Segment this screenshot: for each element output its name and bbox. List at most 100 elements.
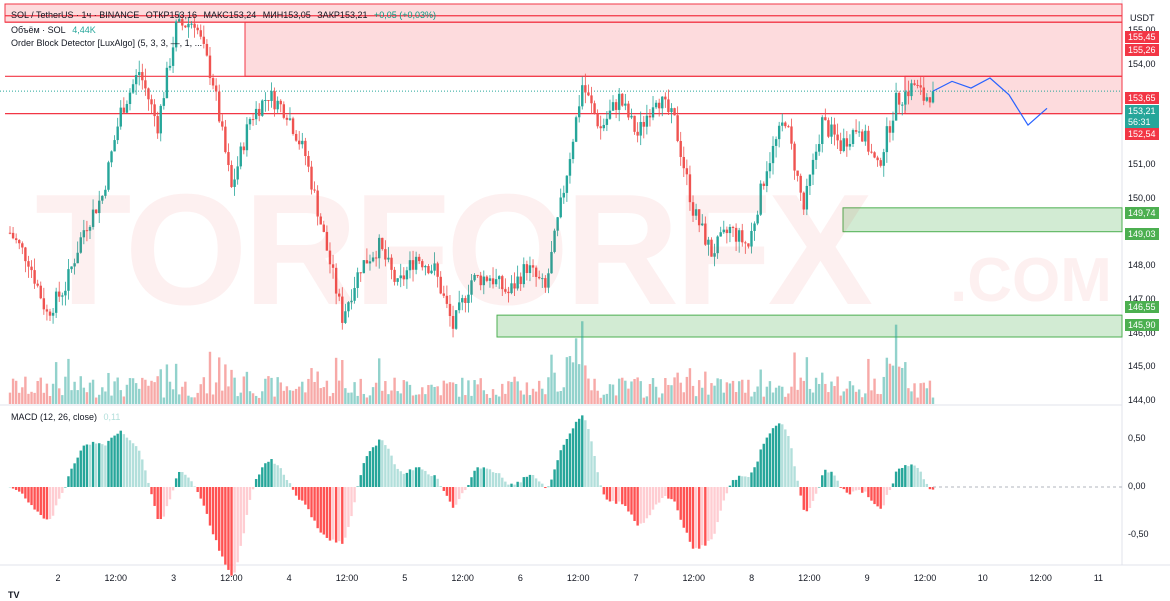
candle-body: [504, 289, 507, 292]
macd-histogram-bar: [802, 487, 805, 510]
candle-body: [165, 67, 169, 99]
price-tick: 146,00: [1128, 327, 1156, 338]
volume-bar: [710, 383, 713, 404]
volume-bar: [36, 380, 39, 404]
volume-bar: [584, 365, 587, 404]
volume-bar: [836, 376, 839, 404]
candle-body: [485, 276, 489, 281]
macd-histogram-bar: [307, 487, 310, 510]
macd-histogram-bar: [51, 487, 55, 516]
candle-body: [827, 120, 830, 137]
candle-body: [882, 152, 885, 166]
macd-histogram-bar: [704, 487, 707, 546]
macd-histogram-bar: [857, 487, 861, 490]
macd-histogram-bar: [233, 487, 236, 573]
volume-legend[interactable]: Объём · SOL 4,44K: [11, 24, 100, 36]
candle-body: [48, 311, 52, 316]
macd-histogram-bar: [190, 481, 193, 487]
volume-bar: [633, 378, 636, 404]
volume-bar: [316, 371, 319, 404]
candle-body: [870, 151, 873, 153]
macd-histogram-bar: [461, 487, 464, 494]
candle-body: [568, 159, 572, 176]
macd-histogram-bar: [531, 475, 535, 487]
tradingview-logo[interactable]: TV: [8, 590, 20, 600]
volume-bar: [713, 385, 716, 404]
macd-histogram-bar: [697, 487, 701, 549]
volume-bar: [605, 393, 609, 404]
volume-bar: [642, 397, 645, 404]
macd-histogram-bar: [777, 423, 781, 487]
candle-body: [753, 223, 756, 231]
macd-histogram-bar: [279, 468, 282, 487]
symbol-legend[interactable]: SOL / TetherUS · 1ч · BINANCE ОТКР153,16…: [11, 9, 440, 21]
volume-bar: [45, 383, 49, 404]
macd-histogram-bar: [356, 486, 359, 487]
price-tag-last: 153,21: [1125, 105, 1159, 117]
macd-histogram-bar: [467, 484, 470, 487]
macd-histogram-bar: [814, 487, 818, 494]
candle-body: [282, 104, 286, 118]
macd-histogram-bar: [454, 487, 458, 505]
candle-body: [258, 108, 261, 116]
projection-line: [932, 77, 1048, 127]
candle-body: [821, 117, 824, 145]
volume-bar: [648, 384, 652, 404]
volume-bar: [839, 395, 842, 404]
macd-histogram-bar: [925, 483, 929, 487]
candle-body: [577, 106, 581, 118]
macd-histogram-bar: [728, 485, 732, 487]
candle-body: [417, 256, 421, 262]
volume-bar: [614, 395, 618, 404]
candle-body: [621, 93, 624, 106]
candle-body: [762, 183, 765, 186]
candle-body: [787, 126, 790, 128]
macd-legend[interactable]: MACD (12, 26, close) 0,11: [11, 411, 124, 423]
macd-histogram-bar: [42, 487, 46, 519]
volume-bar: [387, 394, 390, 404]
candle-body: [451, 315, 455, 329]
volume-bar: [276, 377, 279, 404]
volume-bar: [781, 386, 784, 404]
candle-body: [534, 267, 538, 277]
candle-body: [774, 139, 778, 146]
volume-bar: [258, 397, 261, 404]
candle-body: [716, 236, 719, 254]
candle-body: [584, 85, 587, 93]
macd-histogram-bar: [793, 466, 796, 487]
volume-bar: [421, 387, 424, 404]
volume-bar: [61, 395, 64, 404]
candle-body: [399, 275, 402, 279]
candle-body: [771, 145, 775, 164]
volume-bar: [273, 396, 276, 404]
macd-histogram-bar: [402, 473, 406, 487]
candle-body: [587, 92, 590, 96]
volume-bar: [682, 392, 685, 404]
time-tick: 11: [1093, 573, 1104, 583]
macd-histogram-bar: [916, 467, 919, 487]
candle-body: [685, 168, 689, 175]
volume-bar: [464, 395, 467, 404]
volume-bar: [753, 391, 756, 404]
volume-bar: [285, 386, 289, 404]
macd-histogram-bar: [799, 487, 802, 496]
macd-histogram-bar: [519, 482, 522, 487]
volume-bar: [821, 372, 824, 404]
candle-body: [676, 115, 679, 141]
macd-histogram-bar: [82, 445, 86, 487]
candle-body: [51, 312, 55, 316]
macd-histogram-bar: [168, 487, 172, 500]
price-tick: 145,00: [1128, 361, 1156, 372]
candle-body: [331, 264, 335, 268]
macd-histogram-bar: [254, 479, 258, 487]
macd-histogram-bar: [267, 461, 270, 487]
macd-histogram-bar: [202, 487, 206, 506]
indicator-legend[interactable]: Order Block Detector [LuxAlgo] (5, 3, 3,…: [11, 37, 206, 49]
volume-bar: [547, 377, 550, 404]
macd-histogram-bar: [141, 459, 144, 487]
candle-body: [171, 47, 175, 66]
macd-histogram-bar: [885, 487, 889, 495]
candle-body: [153, 104, 156, 117]
candle-body: [424, 265, 427, 268]
